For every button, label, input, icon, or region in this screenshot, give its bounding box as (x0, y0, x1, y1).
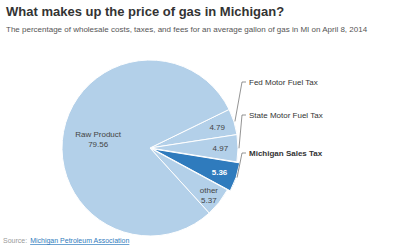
source-label: Source: (3, 237, 27, 244)
data-label: 4.97 (213, 144, 229, 153)
slices (62, 60, 240, 236)
source-link[interactable]: Michigan Petroleum Association (30, 237, 129, 245)
slice (62, 60, 229, 236)
leader-line (239, 115, 246, 148)
subtitle: The percentage of wholesale costs, taxes… (6, 25, 368, 34)
data-label: 79.56 (88, 140, 109, 149)
data-label: 5.37 (201, 196, 217, 205)
category-label: Fed Motor Fuel Tax (249, 78, 318, 87)
data-label: 5.36 (212, 168, 228, 177)
source: Source:Michigan Petroleum Association (3, 237, 129, 245)
labels: 4.79 Fed Motor Fuel Tax 4.97 State Motor Fu… (75, 78, 323, 205)
leader-line (235, 82, 246, 121)
category-label: other (200, 186, 219, 195)
category-label: State Motor Fuel Tax (249, 111, 323, 120)
title: What makes up the price of gas in Michig… (6, 4, 284, 19)
category-label: Michigan Sales Tax (249, 149, 323, 158)
chart: What makes up the price of gas in Michig… (0, 0, 400, 246)
leader-line (237, 153, 246, 178)
category-label: Raw Product (75, 130, 122, 139)
data-label: 4.79 (209, 123, 225, 132)
